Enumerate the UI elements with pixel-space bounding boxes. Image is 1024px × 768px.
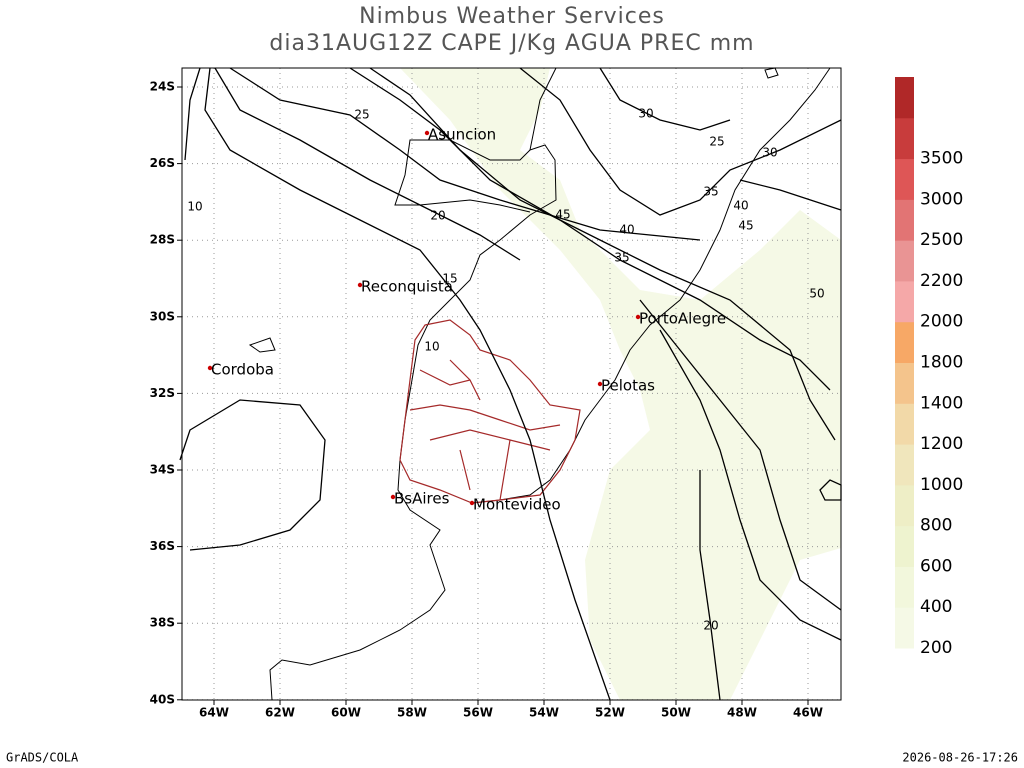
city-label: Reconquista (361, 278, 453, 296)
colorbar-box (895, 117, 914, 160)
colorbar-box (895, 77, 914, 119)
lat-label: 36S (150, 539, 175, 553)
colorbar-box (895, 444, 914, 486)
contour-label: 35 (703, 185, 718, 199)
colorbar-label: 600 (920, 556, 952, 576)
coastline (248, 67, 831, 701)
contour-label: 20 (703, 619, 718, 633)
city-marker (390, 494, 396, 500)
colorbar-label: 2500 (920, 230, 963, 250)
contour-label: 45 (738, 219, 753, 233)
grid (177, 68, 841, 705)
lon-label: 56W (463, 706, 493, 720)
colorbar-label: 200 (920, 638, 952, 658)
colorbar-box (895, 525, 914, 567)
city-label: Montevideo (473, 496, 561, 514)
city-label: PortoAlegre (639, 310, 726, 328)
colorbar-label: 1200 (920, 434, 963, 454)
city-marker (635, 314, 641, 320)
lon-label: 48W (727, 706, 757, 720)
contour-label: 15 (442, 272, 457, 286)
uruguay-borders (399, 319, 581, 504)
city-marker (469, 500, 475, 506)
lon-label: 64W (199, 706, 229, 720)
lat-label: 38S (150, 616, 175, 630)
lat-label: 24S (150, 80, 175, 94)
colorbar-box (895, 240, 914, 282)
colorbar-label: 400 (920, 597, 952, 617)
lon-label: 58W (397, 706, 427, 720)
lon-label: 46W (793, 706, 823, 720)
contour-label: 10 (187, 200, 202, 214)
colorbar-label: 1000 (920, 475, 963, 495)
colorbar-label: 1400 (920, 393, 963, 413)
colorbar-box (895, 607, 914, 649)
colorbar-box (895, 484, 914, 527)
labels: 24S 26S 28S 30S 32S 34S 36S 38S 40S 64W 62W 60W 58W 5… (150, 77, 963, 720)
lat-label: 40S (150, 692, 175, 706)
city-marker (424, 130, 430, 136)
colorbar-box (895, 280, 914, 323)
contour-label: 10 (424, 340, 439, 354)
city-label: BsAires (394, 490, 450, 508)
city-label: Cordoba (211, 361, 274, 379)
colorbar-box (895, 566, 914, 608)
colorbar-box (895, 321, 914, 363)
lat-label: 26S (150, 156, 175, 170)
contour-label: 25 (354, 108, 369, 122)
colorbar-box (895, 158, 914, 200)
contour-label: 40 (619, 223, 634, 237)
contour-label: 20 (430, 209, 445, 223)
map-frame (181, 67, 842, 701)
city-marker (357, 282, 363, 288)
colorbar-label: 3500 (920, 149, 963, 169)
lon-label: 50W (661, 706, 691, 720)
colorbar-label: 1800 (920, 353, 963, 373)
city-marker (597, 381, 603, 387)
lon-label: 52W (595, 706, 625, 720)
city-label: Asuncion (428, 126, 496, 144)
contour-label: 30 (638, 107, 653, 121)
shading (400, 68, 841, 700)
city-marker (207, 365, 213, 371)
colorbar-box (895, 199, 914, 241)
lon-label: 60W (331, 706, 361, 720)
lon-label: 54W (529, 706, 559, 720)
colorbar-box (895, 362, 914, 404)
contour-label: 40 (733, 199, 748, 213)
contour-label: 30 (762, 146, 777, 160)
colorbar-box (895, 403, 914, 445)
contour-label: 45 (555, 208, 570, 222)
colorbar-label: 2000 (920, 312, 963, 332)
contour-label: 35 (614, 251, 629, 265)
footer-left: GrADS/COLA (6, 751, 79, 765)
contour-label: 25 (709, 135, 724, 149)
colorbar-label: 2200 (920, 271, 963, 291)
colorbar-label: 3000 (920, 189, 963, 209)
lon-label: 62W (265, 706, 295, 720)
lat-label: 34S (150, 463, 175, 477)
contours (179, 67, 842, 701)
title: Nimbus Weather Services (359, 4, 665, 29)
subtitle: dia31AUG12Z CAPE J/Kg AGUA PREC mm (269, 31, 754, 56)
lat-label: 30S (150, 309, 175, 323)
footer-right: 2026-08-26-17:26 (902, 751, 1018, 765)
colorbar-label: 800 (920, 516, 952, 536)
lat-label: 32S (150, 386, 175, 400)
lat-label: 28S (150, 233, 175, 247)
city-label: Pelotas (601, 377, 655, 395)
contour-label: 50 (809, 287, 824, 301)
